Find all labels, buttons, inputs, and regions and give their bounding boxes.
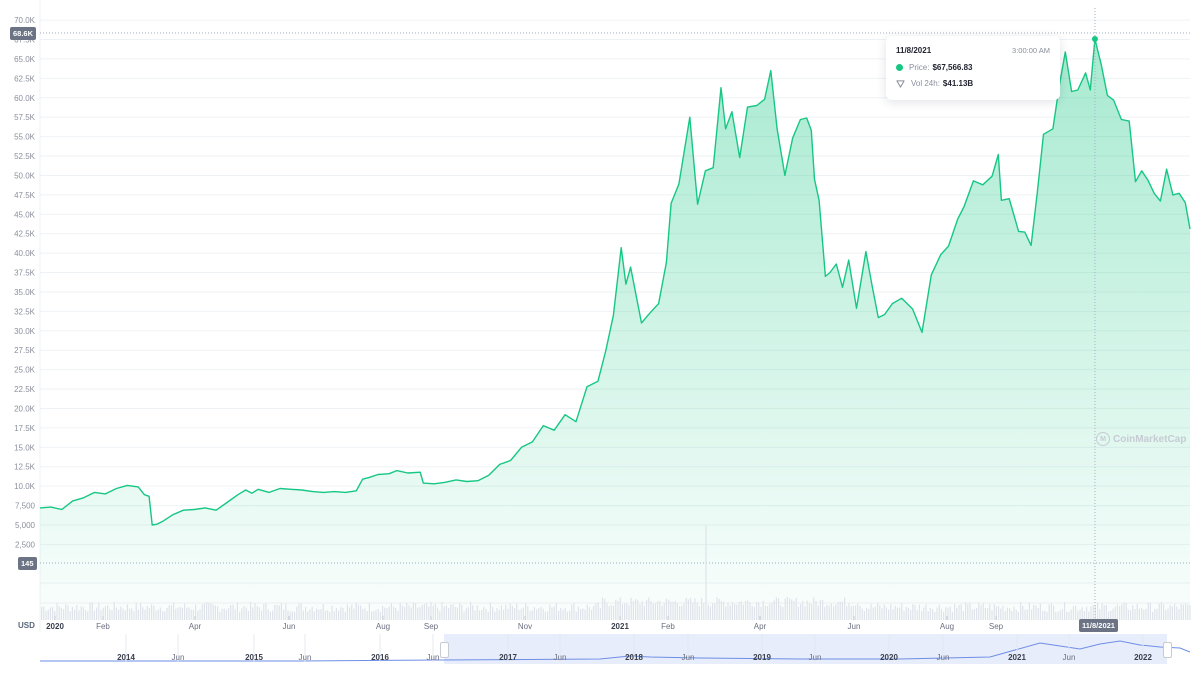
price-tooltip: 11/8/2021 3:00:00 AM Price: $67,566.83 V… [886,36,1060,100]
y-tick-label: 12.5K [14,463,36,472]
navigator-label: 2016 [371,653,389,662]
navigator-labels: 2014 Jun 2015 Jun 2016 Jun 2017 Jun 2018 Jun 2019 J… [117,634,1152,662]
currency-label: USD [18,621,35,630]
coinmarketcap-logo-icon: M [1096,432,1110,446]
price-line [39,38,1191,526]
y-tick-label: 40.0K [14,249,36,258]
navigator-label: 2014 [117,653,135,662]
y-tick-label: 50.0K [14,171,36,180]
navigator-label: Jun [1063,653,1076,662]
x-tick-label: Feb [96,622,110,631]
y-tick-label: 17.5K [14,424,36,433]
navigator-left-handle[interactable] [440,642,449,658]
watermark-text: CoinMarketCap [1113,433,1187,445]
navigator-label: 2020 [880,653,898,662]
tooltip-volume-label: Vol 24h: [911,79,940,88]
y-tick-label: 65.0K [14,55,36,64]
navigator-label: Jun [809,653,822,662]
tooltip-price-label: Price: [909,63,930,72]
navigator-label: Jun [554,653,567,662]
y-tick-label: 35.0K [14,288,36,297]
y-axis-labels: 70.0K 67.5K 65.0K 62.5K 60.0K 57.5K 55.0K 52.5K… [14,16,36,549]
y-tick-label: 30.0K [14,327,36,336]
navigator-label: 2017 [499,653,517,662]
min-price-badge: 145 [18,557,37,570]
tooltip-date: 11/8/2021 [896,46,932,55]
y-tick-label: 20.0K [14,404,36,413]
x-tick-label: Feb [661,622,675,631]
y-tick-label: 42.5K [14,230,36,239]
y-tick-label: 15.0K [14,443,36,452]
y-tick-label: 52.5K [14,152,36,161]
y-tick-label: 60.0K [14,94,36,103]
max-price-badge: 68.6K [10,27,37,40]
y-tick-label: 57.5K [14,113,36,122]
y-tick-label: 70.0K [14,16,36,25]
y-tick-label: 45.0K [14,210,36,219]
y-tick-label: 7,500 [15,502,36,511]
x-tick-label: Apr [189,622,202,631]
x-axis-labels: 2020 Feb Apr Jun Aug Sep Nov 2021 Feb Apr Jun Aug Se… [46,616,1004,631]
volume-bars [41,525,1191,620]
x-tick-label: 2021 [611,622,629,631]
y-tick-label: 37.5K [14,269,36,278]
x-tick-label: 2020 [46,622,64,631]
y-tick-label: 62.5K [14,74,36,83]
navigator-label: Jun [427,653,440,662]
y-tick-label: 25.0K [14,366,36,375]
x-tick-label: Nov [518,622,532,631]
y-tick-label: 67.5K [14,36,36,45]
navigator-label: 2019 [753,653,771,662]
y-tick-label: 47.5K [14,191,36,200]
tooltip-volume-row: Vol 24h: $41.13B [896,79,973,88]
navigator-right-handle[interactable] [1163,642,1172,658]
x-tick-label: Aug [376,622,390,631]
tooltip-time: 3:00:00 AM [1012,46,1050,55]
navigator-label: Jun [682,653,695,662]
x-tick-label: Sep [989,622,1004,631]
navigator-label: 2021 [1008,653,1026,662]
y-tick-label: 55.0K [14,133,36,142]
volume-diamond-icon [896,79,905,88]
y-tick-label: 2,500 [15,540,36,549]
tooltip-price-value: $67,566.83 [932,63,973,72]
y-tick-label: 27.5K [14,346,36,355]
price-dot-icon [896,64,903,71]
navigator-line [40,640,1191,662]
navigator-label: Jun [172,653,185,662]
y-tick-label: 22.5K [14,385,36,394]
navigator-label: 2018 [625,653,643,662]
tooltip-volume-value: $41.13B [942,79,974,88]
x-tick-label: Apr [754,622,767,631]
hover-point-marker [1091,35,1098,42]
x-tick-label: Aug [940,622,954,631]
navigator-label: Jun [299,653,312,662]
y-tick-label: 10.0K [14,482,36,491]
navigator-label: Jun [937,653,950,662]
x-tick-label: Jun [283,622,296,631]
x-tick-label: Sep [424,622,439,631]
coinmarketcap-watermark: M CoinMarketCap [1096,432,1186,446]
y-tick-label: 5,000 [15,521,36,530]
tooltip-price-row: Price: $67,566.83 [896,63,973,72]
navigator-label: 2022 [1134,653,1152,662]
y-tick-label: 32.5K [14,307,36,316]
price-area-fill [40,39,1190,620]
navigator-label: 2015 [245,653,263,662]
x-tick-label: Jun [848,622,861,631]
crosshair-date-badge: 11/8/2021 [1079,619,1118,632]
